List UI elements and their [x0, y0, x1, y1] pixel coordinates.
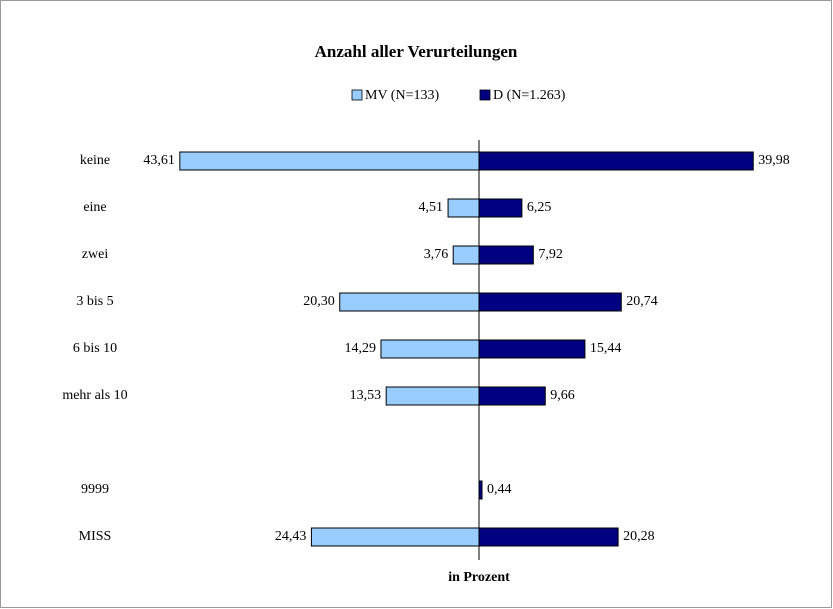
bar [339, 292, 480, 312]
value-label: 20,30 [303, 294, 335, 309]
category-label: mehr als 10 [62, 388, 127, 403]
category-label: MISS [79, 529, 112, 544]
bar [478, 480, 483, 500]
bar [380, 339, 480, 359]
value-label: 39,98 [758, 153, 790, 168]
value-label: 15,44 [590, 341, 622, 356]
value-label: 9,66 [550, 388, 575, 403]
category-label: 3 bis 5 [76, 294, 113, 309]
value-label: 7,92 [538, 247, 563, 262]
category-label: zwei [82, 247, 109, 262]
value-label: 6,25 [527, 200, 552, 215]
category-label: 9999 [81, 482, 109, 497]
bar [478, 151, 754, 171]
bar [478, 198, 523, 218]
legend-label: MV (N=133) [365, 88, 439, 103]
category-label: keine [80, 153, 110, 168]
legend-swatch [479, 89, 491, 101]
bar [478, 386, 546, 406]
value-label: 20,28 [623, 529, 655, 544]
legend-label: D (N=1.263) [493, 88, 566, 103]
bar [478, 527, 619, 547]
chart-title: Anzahl aller Verurteilungen [315, 42, 518, 61]
bar [385, 386, 480, 406]
value-label: 0,44 [487, 482, 512, 497]
value-label: 13,53 [350, 388, 382, 403]
bar [179, 151, 480, 171]
bar [478, 245, 534, 265]
bar [452, 245, 480, 265]
x-axis-label: in Prozent [448, 570, 510, 585]
bar [478, 292, 622, 312]
category-label: 6 bis 10 [73, 341, 117, 356]
bar [447, 198, 480, 218]
value-label: 43,61 [143, 153, 175, 168]
legend-swatch [351, 89, 363, 101]
value-label: 4,51 [419, 200, 444, 215]
bar [310, 527, 480, 547]
value-label: 14,29 [344, 341, 376, 356]
value-label: 20,74 [626, 294, 658, 309]
category-label: eine [83, 200, 106, 215]
value-label: 3,76 [424, 247, 449, 262]
bar [478, 339, 586, 359]
value-label: 24,43 [275, 529, 307, 544]
